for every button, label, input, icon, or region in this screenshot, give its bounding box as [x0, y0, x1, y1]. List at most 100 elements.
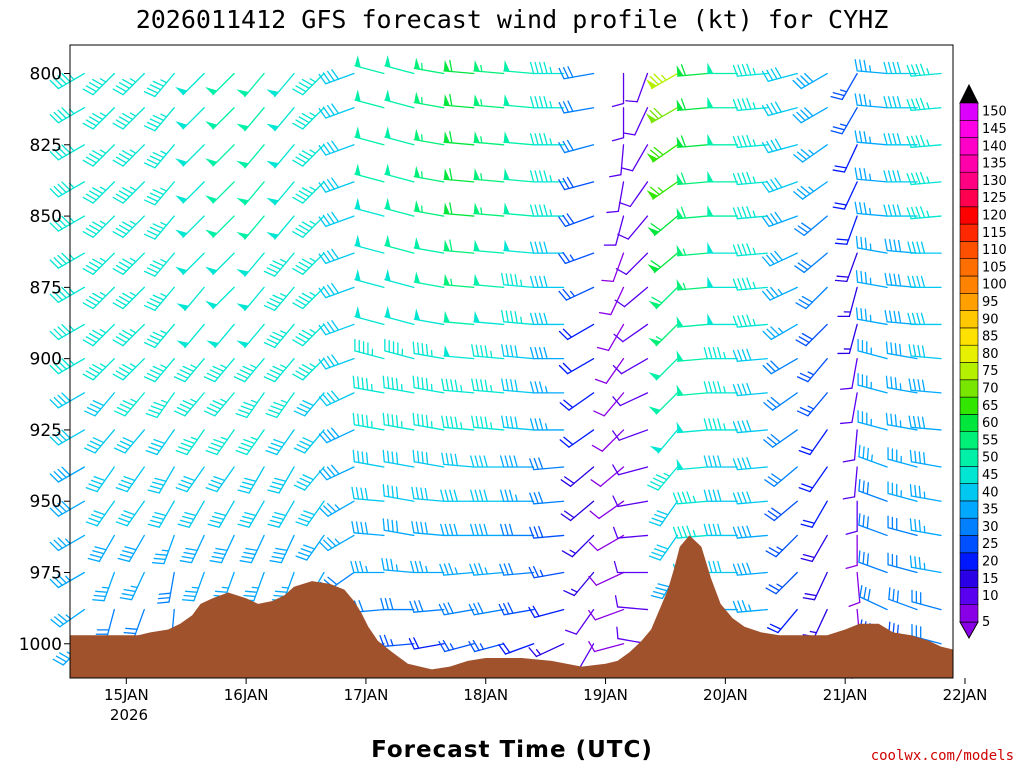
wind-barb [503, 59, 535, 75]
wind-barb [857, 373, 888, 394]
wind-barb [173, 357, 205, 383]
wind-barb [82, 286, 115, 310]
wind-barb [529, 418, 565, 431]
wind-barb [117, 534, 145, 563]
wind-barb [143, 357, 175, 383]
wind-barb [620, 144, 649, 172]
wind-barb [794, 252, 828, 274]
wind-barb [732, 420, 768, 434]
wind-barb [82, 181, 115, 204]
wind-barb [49, 323, 86, 341]
wind-barb [143, 107, 175, 132]
colorbar-swatch [959, 344, 979, 363]
wind-barb [382, 484, 415, 502]
wind-barb [887, 447, 918, 468]
wind-barb [885, 412, 918, 431]
wind-barb [842, 466, 858, 500]
x-tick-label: 18JAN [463, 686, 508, 704]
wind-barb [413, 237, 445, 254]
wind-barb [649, 429, 679, 454]
wind-barb [205, 215, 235, 238]
wind-barb [441, 415, 475, 431]
wind-barb [413, 128, 445, 146]
wind-barb [49, 466, 86, 483]
wind-barb [596, 323, 625, 352]
credit-label: coolwx.com/models [871, 748, 1014, 764]
wind-barb [143, 323, 175, 349]
wind-barb [443, 273, 475, 289]
wind-barb [858, 550, 888, 574]
wind-barb [732, 243, 768, 257]
wind-barb [143, 181, 175, 206]
wind-barb [206, 323, 235, 349]
wind-barb [795, 286, 828, 310]
wind-barb [115, 466, 145, 493]
wind-barb [203, 392, 235, 417]
wind-barb [157, 571, 175, 604]
year-label: 2026 [110, 706, 148, 724]
wind-barb [236, 107, 265, 132]
wind-barb [469, 562, 505, 576]
wind-barb [354, 163, 385, 183]
wind-barb [82, 357, 115, 381]
wind-barb [175, 181, 205, 204]
wind-barb [798, 429, 828, 456]
wind-barb [82, 323, 115, 347]
wind-barb [859, 585, 888, 611]
colorbar-swatch [959, 569, 979, 588]
x-tick-label: 22JAN [943, 686, 988, 704]
wind-barb [413, 308, 445, 326]
wind-barb [471, 378, 505, 394]
wind-barb [762, 323, 798, 341]
wind-barb [412, 375, 445, 394]
wind-barb [143, 144, 175, 169]
wind-barb [503, 202, 535, 217]
wind-barb [384, 89, 415, 109]
x-axis: 15JAN 16JAN 17JAN 18JAN 19JAN 20JAN 21JAN 22JAN [104, 678, 987, 704]
wind-barb [318, 177, 355, 193]
wind-barb [205, 181, 235, 204]
colorbar-swatch [959, 414, 979, 432]
wind-barb [800, 534, 828, 563]
wind-barb [908, 415, 942, 431]
wind-barb [761, 67, 798, 82]
colorbar-swatch [959, 483, 979, 502]
wind-barb [908, 344, 942, 360]
wind-barb [112, 215, 145, 238]
wind-barb [49, 144, 86, 161]
wind-barb [613, 526, 649, 539]
wind-barb [501, 344, 535, 360]
colorbar-label: 15 [982, 572, 999, 587]
wind-barb [379, 634, 415, 648]
wind-barb [112, 72, 145, 96]
wind-barb [292, 357, 325, 381]
wind-barb [883, 61, 918, 75]
wind-barb [50, 608, 86, 628]
wind-barb [49, 181, 86, 198]
wind-barb [622, 107, 649, 136]
colorbar-swatch [959, 223, 979, 242]
wind-barb [354, 338, 385, 360]
wind-barb [293, 466, 325, 491]
wind-barb [558, 139, 595, 154]
colorbar-swatch [959, 552, 979, 571]
wind-barb [408, 637, 445, 650]
wind-barb [441, 452, 475, 468]
wind-barb [145, 429, 175, 456]
wind-barb [647, 215, 679, 237]
wind-barb [761, 177, 798, 193]
wind-barb [648, 392, 679, 415]
wind-barb [762, 250, 798, 267]
colorbar-swatch [959, 258, 979, 277]
colorbar-swatch [959, 604, 979, 623]
wind-barb [145, 392, 175, 419]
wind-barb [203, 357, 235, 383]
wind-barb [839, 392, 858, 425]
y-tick-label: 975 [30, 564, 62, 584]
wind-barb [887, 515, 918, 537]
wind-barb [176, 323, 205, 349]
wind-barb [143, 215, 175, 240]
wind-barb [413, 200, 445, 217]
wind-barb [588, 608, 625, 621]
wind-barb [858, 444, 888, 468]
